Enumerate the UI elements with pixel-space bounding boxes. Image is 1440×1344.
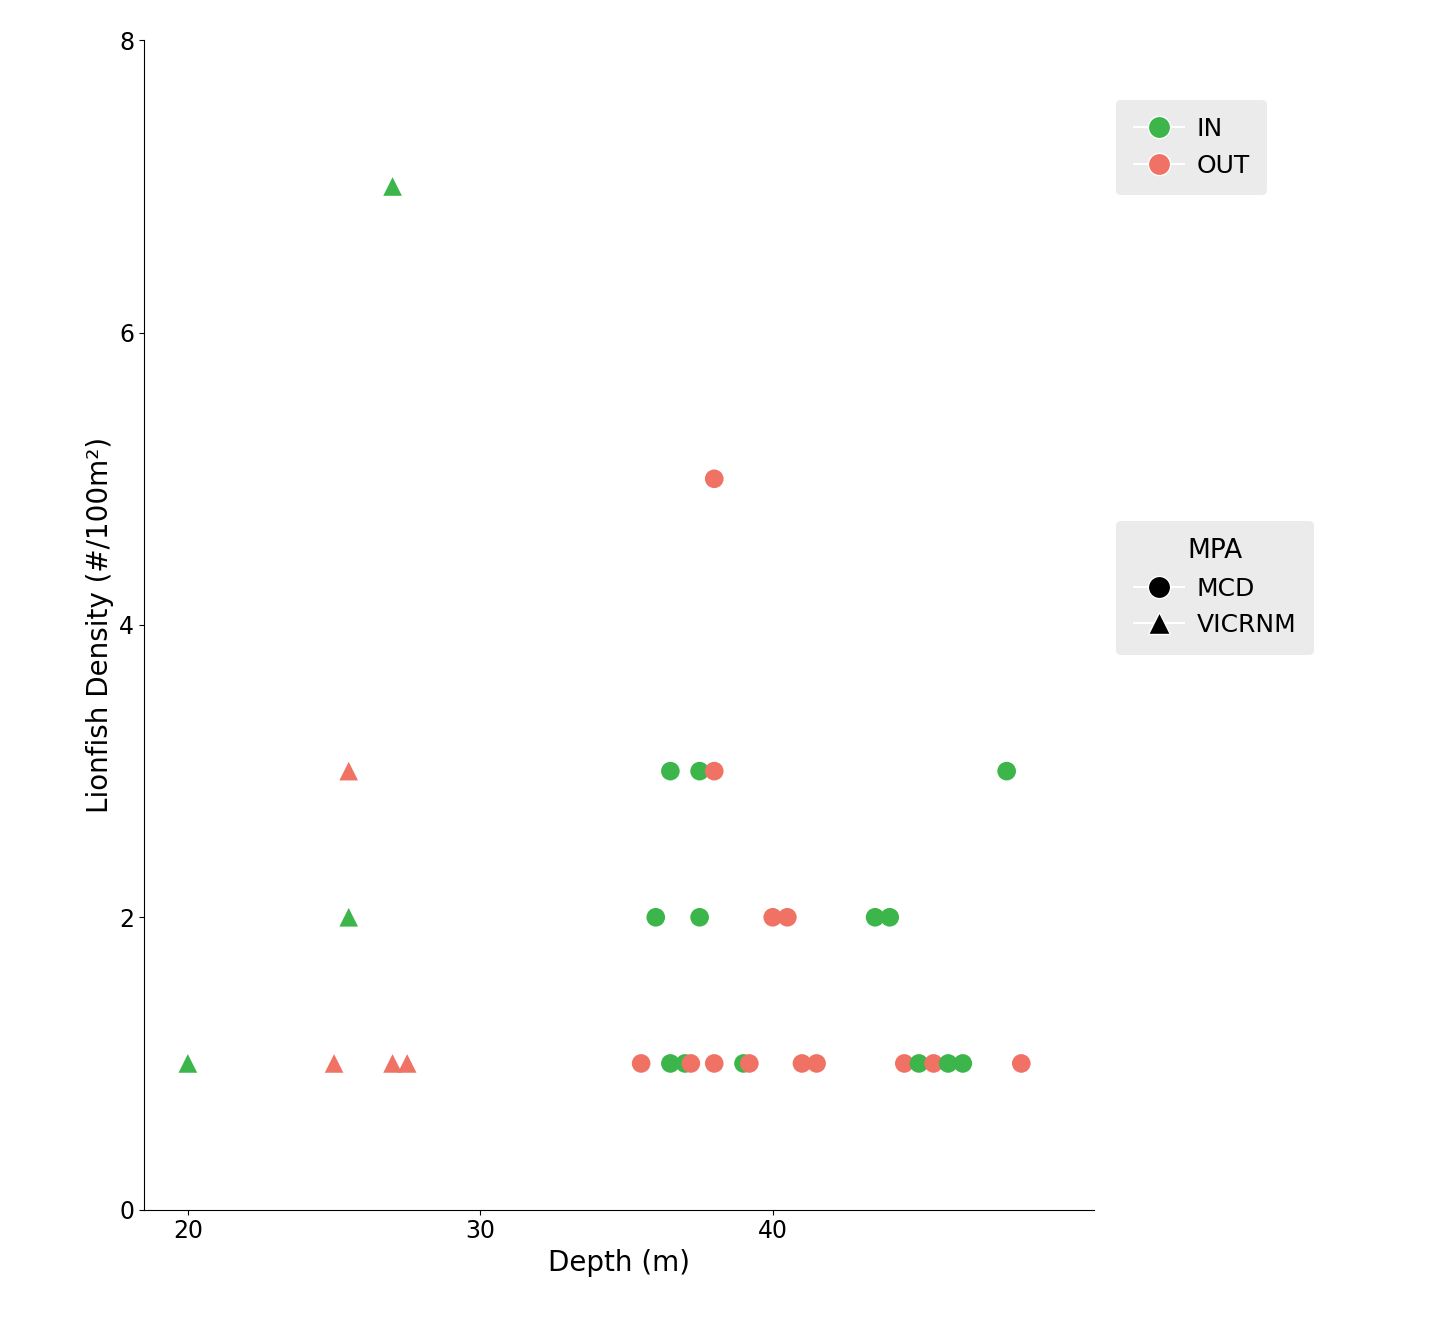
- Point: [660, 1052, 683, 1074]
- Point: [762, 906, 785, 927]
- Y-axis label: Lionfish Density (#/100m²): Lionfish Density (#/100m²): [85, 437, 114, 813]
- Point: [674, 1052, 697, 1074]
- Point: [878, 906, 901, 927]
- Point: [337, 761, 360, 782]
- Point: [995, 761, 1018, 782]
- X-axis label: Depth (m): Depth (m): [549, 1249, 690, 1277]
- Point: [893, 1052, 916, 1074]
- Point: [382, 1052, 405, 1074]
- Point: [688, 906, 711, 927]
- Point: [1009, 1052, 1032, 1074]
- Point: [382, 176, 405, 198]
- Point: [776, 906, 799, 927]
- Point: [680, 1052, 703, 1074]
- Point: [952, 1052, 975, 1074]
- Point: [337, 906, 360, 927]
- Point: [703, 1052, 726, 1074]
- Legend: MCD, VICRNM: MCD, VICRNM: [1116, 520, 1313, 655]
- Point: [703, 761, 726, 782]
- Point: [805, 1052, 828, 1074]
- Point: [732, 1052, 755, 1074]
- Point: [936, 1052, 959, 1074]
- Point: [703, 468, 726, 489]
- Point: [907, 1052, 930, 1074]
- Point: [660, 761, 683, 782]
- Point: [864, 906, 887, 927]
- Point: [323, 1052, 346, 1074]
- Point: [791, 1052, 814, 1074]
- Point: [688, 761, 711, 782]
- Point: [644, 906, 667, 927]
- Point: [176, 1052, 199, 1074]
- Point: [396, 1052, 419, 1074]
- Point: [629, 1052, 652, 1074]
- Point: [922, 1052, 945, 1074]
- Point: [737, 1052, 760, 1074]
